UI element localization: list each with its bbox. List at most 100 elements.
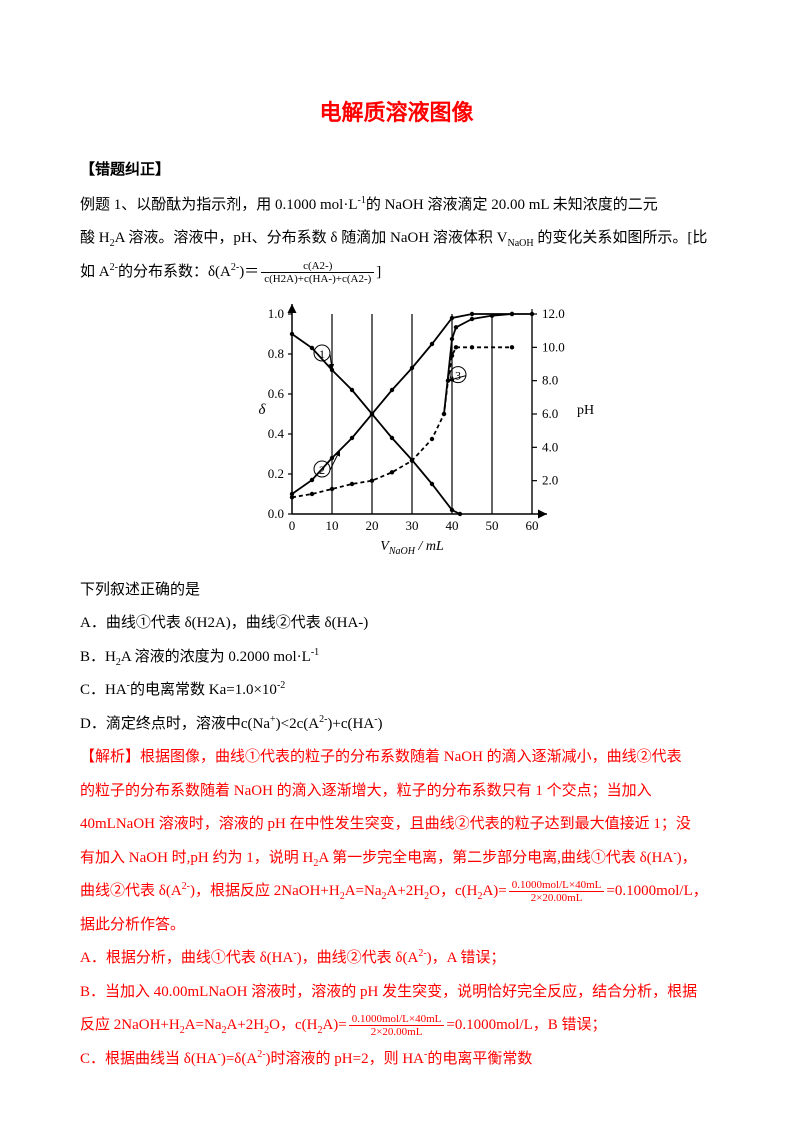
- fraction-3: 0.1000mol/L×40mL2×20.00mL: [349, 1013, 445, 1038]
- denominator: 2×20.00mL: [509, 892, 605, 904]
- text: ): [378, 716, 383, 732]
- text: =0.1000mol/L，B 错误；: [446, 1017, 606, 1033]
- svg-text:0: 0: [288, 518, 295, 533]
- text: 的电离常数 Ka=1.0×10: [130, 682, 277, 698]
- svg-text:8.0: 8.0: [542, 373, 558, 388]
- text: 的 NaOH 溶液滴定 20.00 mL 未知浓度的二元: [366, 197, 658, 213]
- text: O，c(H: [429, 883, 477, 899]
- svg-text:60: 60: [525, 518, 538, 533]
- text: 根据图像，曲线①代表的粒子的分布系数随着 NaOH 的滴入逐渐减小，曲线②代表: [140, 749, 682, 765]
- text: 酸 H: [80, 230, 110, 246]
- text: )=δ(A: [221, 1051, 257, 1067]
- text: A)=: [322, 1017, 346, 1033]
- option-c: C．HA-的电离常数 Ka=1.0×10-2: [80, 675, 713, 707]
- analysis-3: 40mLNaOH 溶液时，溶液的 pH 在中性发生突变，且曲线②代表的粒子达到最…: [80, 809, 713, 841]
- option-b: B．H2A 溶液的浓度为 0.2000 mol·L-1: [80, 642, 713, 674]
- analysis-6: 据此分析作答。: [80, 910, 713, 942]
- text: 的变化关系如图所示。[比: [534, 230, 708, 246]
- svg-text:pH: pH: [577, 403, 594, 418]
- text: 曲线②代表 δ(A: [80, 883, 182, 899]
- section-head: 【错题纠正】: [80, 154, 713, 186]
- analysis-10: C．根据曲线当 δ(HA-)=δ(A2-)时溶液的 pH=2，则 HA-的电离平…: [80, 1044, 713, 1076]
- analysis-head: 【解析】: [80, 749, 140, 765]
- fraction-1: c(A2-)c(H2A)+c(HA-)+c(A2-): [261, 260, 374, 285]
- svg-text:10: 10: [325, 518, 338, 533]
- text: A 溶液的浓度为 0.2000 mol·L: [121, 649, 311, 665]
- numerator: 0.1000mol/L×40mL: [509, 879, 605, 892]
- problem-line-3: 如 A2-的分布系数：δ(A2-)＝c(A2-)c(H2A)+c(HA-)+c(…: [80, 257, 713, 289]
- text: )+c(HA: [327, 716, 374, 732]
- text: )，: [677, 850, 697, 866]
- text: C．HA: [80, 682, 127, 698]
- text: =0.1000mol/L，: [606, 883, 707, 899]
- fraction-2: 0.1000mol/L×40mL2×20.00mL: [509, 879, 605, 904]
- svg-text:0.6: 0.6: [267, 386, 284, 401]
- text: B．H: [80, 649, 116, 665]
- text: O，c(H: [269, 1017, 317, 1033]
- analysis-7: A．根据分析，曲线①代表 δ(HA-)，曲线②代表 δ(A2-)，A 错误；: [80, 943, 713, 975]
- titration-chart: 0.00.20.40.60.81.02.04.06.08.010.012.001…: [242, 294, 602, 554]
- analysis-2: 的粒子的分布系数随着 NaOH 的滴入逐渐增大，粒子的分布系数只有 1 个交点；…: [80, 776, 713, 808]
- stem: 下列叙述正确的是: [80, 575, 713, 607]
- chart-container: 0.00.20.40.60.81.02.04.06.08.010.012.001…: [130, 294, 713, 567]
- analysis-1: 【解析】根据图像，曲线①代表的粒子的分布系数随着 NaOH 的滴入逐渐减小，曲线…: [80, 742, 713, 774]
- text: A+2H: [387, 883, 425, 899]
- sup: -2: [277, 680, 285, 691]
- svg-text:50: 50: [485, 518, 498, 533]
- page-title: 电解质溶液图像: [80, 90, 713, 136]
- problem-line-1: 例题 1、以酚酞为指示剂，用 0.1000 mol·L-1的 NaOH 溶液滴定…: [80, 190, 713, 222]
- text: )，A 错误；: [427, 950, 506, 966]
- analysis-4: 有加入 NaOH 时,pH 约为 1，说明 H2A 第一步完全电离，第二步部分电…: [80, 843, 713, 875]
- text: A=Na: [345, 883, 382, 899]
- text: C．根据曲线当 δ(HA: [80, 1051, 217, 1067]
- svg-text:0.2: 0.2: [267, 466, 283, 481]
- svg-text:VNaOH / mL: VNaOH / mL: [380, 539, 444, 554]
- denominator: c(H2A)+c(HA-)+c(A2-): [261, 273, 374, 285]
- text: 如 A: [80, 264, 110, 280]
- sup: -1: [358, 195, 366, 206]
- analysis-5: 曲线②代表 δ(A2-)，根据反应 2NaOH+H2A=Na2A+2H2O，c(…: [80, 876, 713, 908]
- svg-text:2: 2: [319, 463, 325, 477]
- svg-text:δ: δ: [258, 402, 266, 418]
- sub: NaOH: [508, 238, 534, 249]
- svg-text:20: 20: [365, 518, 378, 533]
- text: )，曲线②代表 δ(A: [297, 950, 419, 966]
- text: A=Na: [185, 1017, 222, 1033]
- svg-text:1.0: 1.0: [267, 306, 283, 321]
- sup: 2-: [418, 948, 426, 959]
- numerator: c(A2-): [261, 260, 374, 273]
- sup: 2-: [257, 1049, 265, 1060]
- option-d: D．滴定终点时，溶液中c(Na+)<2c(A2-)+c(HA-): [80, 709, 713, 741]
- svg-text:30: 30: [405, 518, 418, 533]
- text: )，根据反应 2NaOH+H: [190, 883, 340, 899]
- text: A 第一步完全电离，第二步部分电离,曲线①代表 δ(HA: [318, 850, 673, 866]
- sup: 2-: [110, 262, 118, 273]
- text: )<2c(A: [276, 716, 319, 732]
- text: 有加入 NaOH 时,pH 约为 1，说明 H: [80, 850, 313, 866]
- denominator: 2×20.00mL: [349, 1026, 445, 1038]
- text: D．滴定终点时，溶液中c(Na: [80, 716, 270, 732]
- analysis-8: B．当加入 40.00mLNaOH 溶液时，溶液的 pH 发生突变，说明恰好完全…: [80, 977, 713, 1009]
- text: 例题 1、以酚酞为指示剂，用 0.1000 mol·L: [80, 197, 358, 213]
- sup: -1: [311, 647, 319, 658]
- text: 的电离平衡常数: [427, 1051, 532, 1067]
- text: A 溶液。溶液中，pH、分布系数 δ 随滴加 NaOH 溶液体积 V: [115, 230, 508, 246]
- svg-text:4.0: 4.0: [542, 440, 558, 455]
- svg-text:40: 40: [445, 518, 458, 533]
- numerator: 0.1000mol/L×40mL: [349, 1013, 445, 1026]
- svg-text:0.0: 0.0: [267, 506, 283, 521]
- text: A)=: [482, 883, 506, 899]
- svg-text:6.0: 6.0: [542, 406, 558, 421]
- text: A．根据分析，曲线①代表 δ(HA: [80, 950, 293, 966]
- svg-text:1: 1: [319, 347, 325, 361]
- svg-text:10.0: 10.0: [542, 340, 565, 355]
- text: 的分布系数：δ(A: [118, 264, 231, 280]
- svg-text:2.0: 2.0: [542, 473, 558, 488]
- analysis-9: 反应 2NaOH+H2A=Na2A+2H2O，c(H2A)=0.1000mol/…: [80, 1010, 713, 1042]
- svg-text:3: 3: [455, 369, 461, 383]
- text: ]: [376, 264, 381, 280]
- text: )时溶液的 pH=2，则 HA: [266, 1051, 424, 1067]
- problem-line-2: 酸 H2A 溶液。溶液中，pH、分布系数 δ 随滴加 NaOH 溶液体积 VNa…: [80, 223, 713, 255]
- text: )＝: [239, 264, 259, 280]
- text: A+2H: [227, 1017, 265, 1033]
